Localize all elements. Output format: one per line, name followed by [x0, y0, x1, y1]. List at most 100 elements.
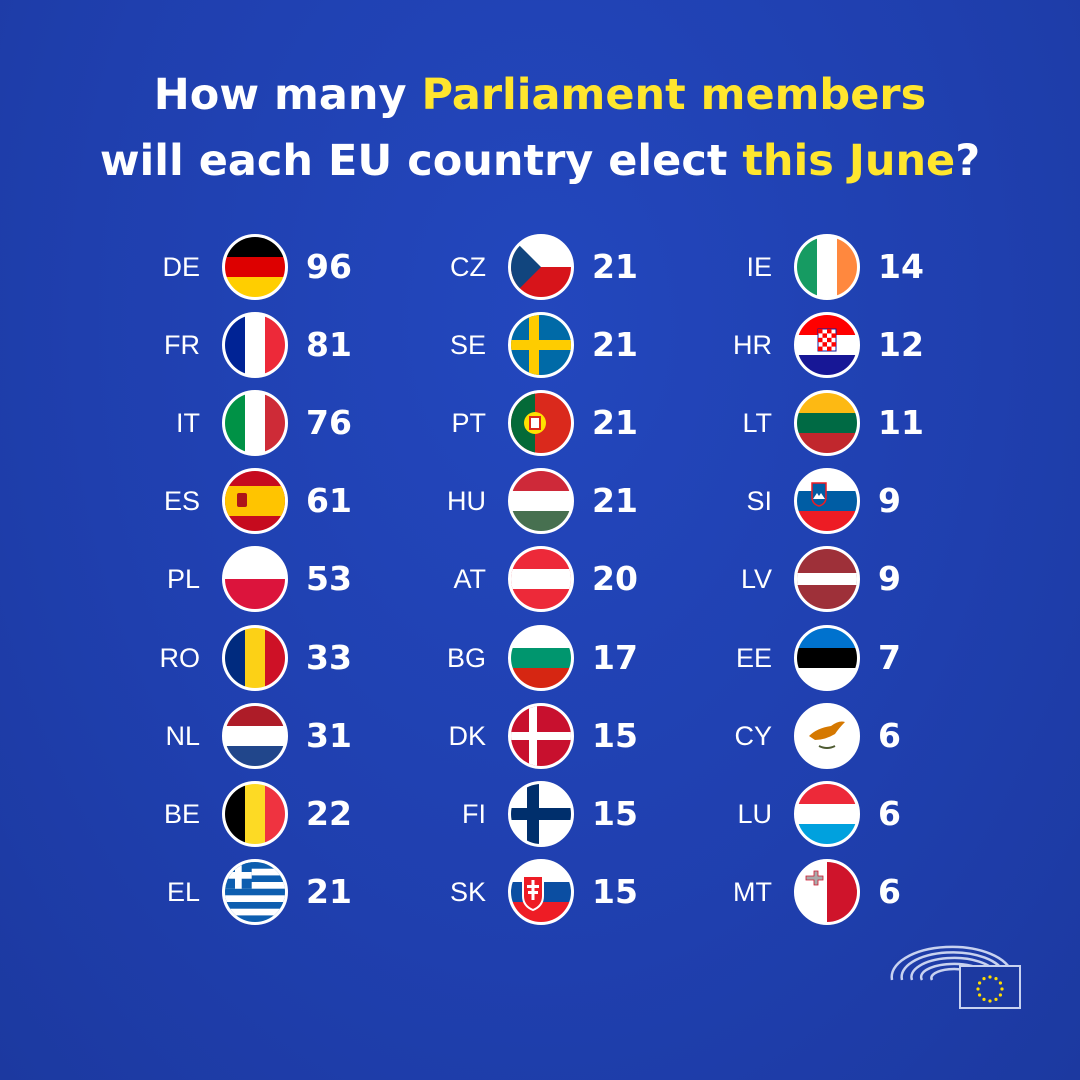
- flag: [511, 705, 571, 766]
- flag-circle: [794, 780, 860, 847]
- flag: [225, 393, 285, 454]
- seat-count: 81: [306, 325, 352, 365]
- seat-count: 31: [306, 715, 352, 755]
- country-item: AT 20: [396, 546, 656, 613]
- flag: [797, 315, 857, 376]
- title-highlight: this June: [742, 136, 956, 186]
- country-code: EL: [166, 876, 200, 907]
- flag: [225, 237, 285, 297]
- country-code: SK: [449, 876, 486, 907]
- country-item: IE 14: [682, 234, 942, 300]
- flag-circle: [794, 702, 860, 769]
- flag-circle: [794, 234, 860, 300]
- seat-count: 12: [878, 325, 924, 365]
- flag-circle: [508, 234, 574, 300]
- country-code: HU: [447, 486, 486, 517]
- country-code: NL: [165, 720, 200, 751]
- seat-count: 53: [306, 559, 352, 599]
- seat-count: 33: [306, 637, 352, 677]
- flag: [797, 393, 857, 454]
- flag-circle: [794, 312, 860, 379]
- country-item: FR 81: [110, 312, 370, 379]
- flag-circle: [508, 546, 574, 613]
- country-item: BE 22: [110, 780, 370, 847]
- flag-circle: [508, 702, 574, 769]
- title-line: How many Parliament members: [0, 62, 1080, 128]
- country-code: ES: [163, 486, 200, 517]
- country-code: MT: [733, 876, 772, 907]
- flag: [225, 315, 285, 376]
- country-code: BE: [163, 798, 200, 829]
- seat-count: 61: [306, 481, 352, 521]
- seat-count: 6: [878, 871, 901, 911]
- seat-count: 22: [306, 793, 352, 833]
- country-code: IE: [746, 252, 772, 282]
- flag: [797, 237, 857, 297]
- flag-circle: [794, 858, 860, 925]
- country-code: HR: [733, 330, 772, 361]
- country-code: CZ: [450, 252, 486, 282]
- country-item: SI 9: [682, 468, 942, 535]
- seat-count: 6: [878, 715, 901, 755]
- country-item: IT 76: [110, 390, 370, 457]
- title: How many Parliament members will each EU …: [0, 62, 1080, 194]
- country-code: RO: [159, 642, 201, 673]
- seat-count: 76: [306, 403, 352, 443]
- flag: [511, 783, 571, 844]
- country-item: NL 31: [110, 702, 370, 769]
- flag: [225, 627, 285, 688]
- country-item: PT 21: [396, 390, 656, 457]
- title-line: will each EU country elect this June?: [0, 128, 1080, 194]
- eu-parliament-logo: [890, 945, 1021, 1009]
- flag-circle: [508, 780, 574, 847]
- country-item: HR 12: [682, 312, 942, 379]
- country-item: LV 9: [682, 546, 942, 613]
- flag: [511, 471, 571, 532]
- country-item: EE 7: [682, 624, 942, 691]
- flag-circle: [508, 312, 574, 379]
- flag: [511, 315, 571, 376]
- flag-circle: [508, 624, 574, 691]
- title-text: will each EU country elect: [99, 136, 743, 186]
- seat-count: 21: [592, 325, 638, 365]
- flag-circle: [222, 702, 288, 769]
- flag-circle: [508, 468, 574, 535]
- flag: [225, 705, 285, 766]
- seat-count: 15: [592, 715, 638, 755]
- seat-count: 14: [878, 247, 924, 286]
- country-item: CZ 21: [396, 234, 656, 300]
- country-item: SE 21: [396, 312, 656, 379]
- flag: [797, 549, 857, 610]
- flag-circle: [222, 468, 288, 535]
- country-code: DK: [448, 720, 486, 751]
- country-item: ES 61: [110, 468, 370, 535]
- flag-circle: [508, 858, 574, 925]
- seat-count: 21: [306, 871, 352, 911]
- seat-count: 11: [878, 403, 924, 443]
- country-code: AT: [453, 564, 487, 595]
- country-item: LT 11: [682, 390, 942, 457]
- seat-count: 21: [592, 403, 638, 443]
- country-code: BG: [446, 642, 486, 673]
- title-highlight: Parliament members: [421, 70, 927, 120]
- seat-count: 96: [306, 247, 352, 286]
- seat-count: 6: [878, 793, 901, 833]
- seat-count: 9: [878, 481, 901, 521]
- flag: [225, 861, 285, 922]
- country-item: LU 6: [682, 780, 942, 847]
- country-item: FI 15: [396, 780, 656, 847]
- seat-count: 9: [878, 559, 901, 599]
- country-code: FI: [462, 798, 486, 829]
- flag: [225, 471, 285, 532]
- title-text: How many: [153, 70, 422, 120]
- flag: [511, 627, 571, 688]
- flag-circle: [794, 468, 860, 535]
- flag: [797, 783, 857, 844]
- flag: [797, 627, 857, 688]
- seat-count: 20: [592, 559, 638, 599]
- title-text: ?: [955, 136, 981, 186]
- flag: [225, 783, 285, 844]
- country-item: CY 6: [682, 702, 942, 769]
- country-item: RO 33: [110, 624, 370, 691]
